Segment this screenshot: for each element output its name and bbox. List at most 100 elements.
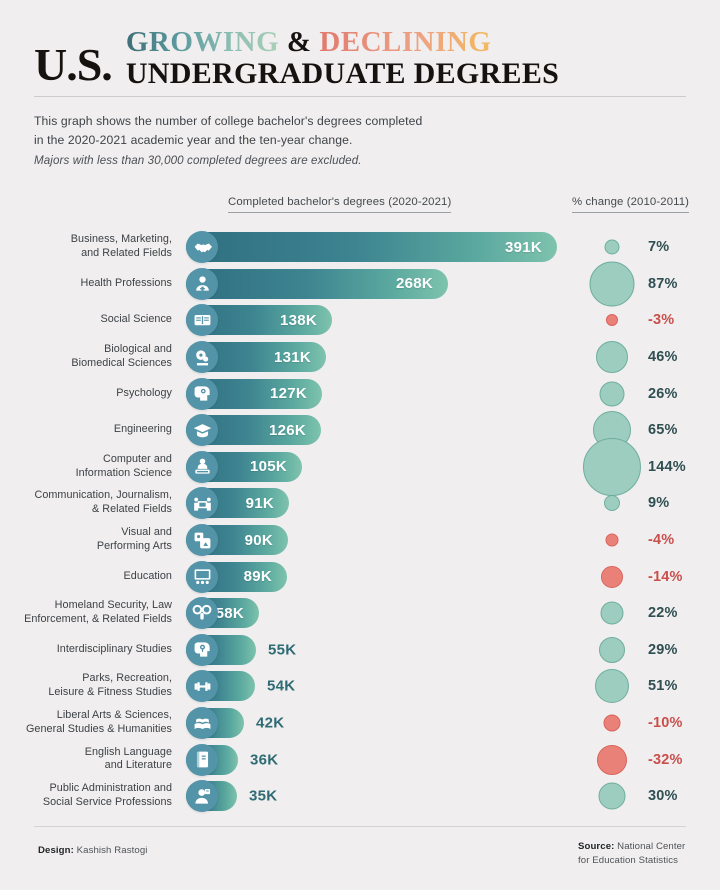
row-label-line-2: General Studies & Humanities: [25, 723, 172, 736]
table-row[interactable]: Homeland Security, Law Enforcement, & Rel…: [0, 595, 720, 632]
footer-source-line-1: National Center: [614, 841, 686, 852]
table-row[interactable]: Parks, Recreation, Leisure & Fitness Stud…: [0, 668, 720, 705]
table-row[interactable]: Education 89K -14%: [0, 558, 720, 595]
pct-change-label: 26%: [648, 385, 678, 402]
pct-change-label: 30%: [648, 788, 678, 805]
row-label: Biological and Biomedical Sciences: [0, 343, 172, 371]
bar-container[interactable]: 127K: [186, 377, 322, 410]
row-label: Engineering: [0, 423, 172, 437]
row-label: Visual and Performing Arts: [0, 526, 172, 554]
pct-change-bubble[interactable]: [599, 636, 625, 663]
row-label-line-1: Liberal Arts & Sciences,: [56, 709, 172, 722]
row-label: Public Administration and Social Service …: [0, 782, 172, 810]
pct-change-label: 144%: [648, 458, 686, 475]
bar-container[interactable]: [186, 670, 255, 703]
bar-container[interactable]: 105K: [186, 450, 302, 483]
pct-change-bubble[interactable]: [599, 381, 625, 407]
intro-text: This graph shows the number of college b…: [34, 112, 422, 149]
bar-container[interactable]: 58K: [186, 597, 259, 630]
bar-container[interactable]: 91K: [186, 487, 289, 520]
pct-change-bubble[interactable]: [603, 714, 621, 732]
row-label-line-1: Business, Marketing,: [70, 233, 172, 246]
pct-change-bubble[interactable]: [600, 601, 624, 625]
bar-value-label: 105K: [249, 458, 287, 476]
bar-container[interactable]: 90K: [186, 524, 288, 557]
pct-change-bubble[interactable]: [598, 782, 626, 810]
table-row[interactable]: Liberal Arts & Sciences, General Studies …: [0, 705, 720, 742]
row-label-line-1: Social Science: [100, 313, 172, 326]
degree-bar[interactable]: 391K: [186, 232, 557, 263]
handcuffs-icon: [186, 597, 218, 630]
bar-container[interactable]: 268K: [186, 267, 448, 300]
bar-container[interactable]: 126K: [186, 414, 321, 447]
pct-change-label: -4%: [648, 532, 675, 549]
pct-change-label: 29%: [648, 641, 678, 658]
column-header-bars: Completed bachelor's degrees (2020-2021): [228, 196, 452, 213]
table-row[interactable]: Biological and Biomedical Sciences 131K 46%: [0, 339, 720, 376]
bar-value-label: 391K: [504, 238, 542, 256]
pct-change-bubble[interactable]: [589, 261, 635, 307]
microscope-icon: [186, 341, 218, 374]
pct-change-label: -32%: [648, 751, 683, 768]
table-row[interactable]: Business, Marketing, and Related Fields 39…: [0, 229, 720, 266]
bar-value-label: 131K: [273, 348, 311, 366]
footer-design-label: Design:: [38, 845, 74, 856]
pct-change-label: 51%: [648, 678, 678, 695]
row-label: Health Professions: [0, 277, 172, 291]
bar-value-label: 126K: [268, 421, 306, 439]
bar-container[interactable]: 89K: [186, 560, 287, 593]
pct-change-bubble[interactable]: [583, 437, 641, 496]
bar-container[interactable]: 138K: [186, 304, 332, 337]
footer-design-name: Kashish Rastogi: [73, 845, 148, 856]
intro-note: Majors with less than 30,000 completed d…: [34, 154, 362, 167]
table-row[interactable]: English Language and Literature 36K -32%: [0, 741, 720, 778]
row-label: Psychology: [0, 387, 172, 401]
row-label-line-1: Psychology: [116, 386, 172, 399]
pct-change-bubble[interactable]: [597, 744, 627, 775]
table-row[interactable]: Social Science 138K -3%: [0, 302, 720, 339]
title-ampersand: &: [286, 26, 312, 58]
bar-container[interactable]: [186, 780, 237, 813]
pct-change-bubble[interactable]: [606, 314, 618, 327]
pct-change-bubble[interactable]: [601, 565, 623, 588]
pct-change-bubble[interactable]: [605, 533, 619, 547]
bar-container[interactable]: [186, 633, 256, 666]
pct-change-bubble[interactable]: [596, 341, 628, 374]
title-declining: DECLINING: [319, 26, 492, 58]
row-label-line-1: Education: [123, 569, 172, 582]
pct-change-bubble[interactable]: [604, 239, 620, 255]
table-row[interactable]: Computer and Information Science 105K 144%: [0, 437, 720, 496]
row-label: Homeland Security, Law Enforcement, & Rel…: [0, 599, 172, 627]
bar-value-label: 35K: [249, 787, 278, 805]
bar-container[interactable]: [186, 707, 244, 740]
table-row[interactable]: Health Professions 268K 87%: [0, 261, 720, 307]
bar-container[interactable]: 391K: [186, 231, 557, 264]
table-row[interactable]: Public Administration and Social Service …: [0, 778, 720, 815]
computer-user-icon: [186, 450, 218, 483]
pct-change-bubble[interactable]: [604, 495, 620, 512]
chart-rows: Business, Marketing, and Related Fields 39…: [0, 229, 720, 815]
bar-container[interactable]: [186, 743, 238, 776]
row-label-line-2: Social Service Professions: [42, 796, 172, 809]
pct-change-label: -14%: [648, 568, 683, 585]
row-label-line-2: Information Science: [75, 466, 172, 479]
row-label-line-1: Computer and: [102, 453, 172, 466]
title-us: U.S.: [34, 39, 113, 91]
table-row[interactable]: Communication, Journalism, & Related Fiel…: [0, 485, 720, 522]
open-book-icon: [186, 304, 218, 337]
person-badge-icon: [186, 780, 218, 813]
brain-head-icon: [186, 377, 218, 410]
pct-change-label: 46%: [648, 349, 678, 366]
pct-change-bubble[interactable]: [595, 669, 629, 704]
table-row[interactable]: Psychology 127K 26%: [0, 375, 720, 412]
books-stack-icon: [186, 707, 218, 740]
book-upright-icon: [186, 743, 218, 776]
intro-line-1: This graph shows the number of college b…: [34, 114, 423, 128]
bar-container[interactable]: 131K: [186, 341, 326, 374]
degree-bar[interactable]: 268K: [186, 268, 448, 299]
table-row[interactable]: Visual and Performing Arts 90K -4%: [0, 522, 720, 559]
bar-value-label: 127K: [269, 385, 307, 403]
table-row[interactable]: Interdisciplinary Studies 55K 29%: [0, 632, 720, 669]
bar-value-label: 58K: [215, 604, 244, 622]
bar-value-label: 91K: [245, 494, 274, 512]
